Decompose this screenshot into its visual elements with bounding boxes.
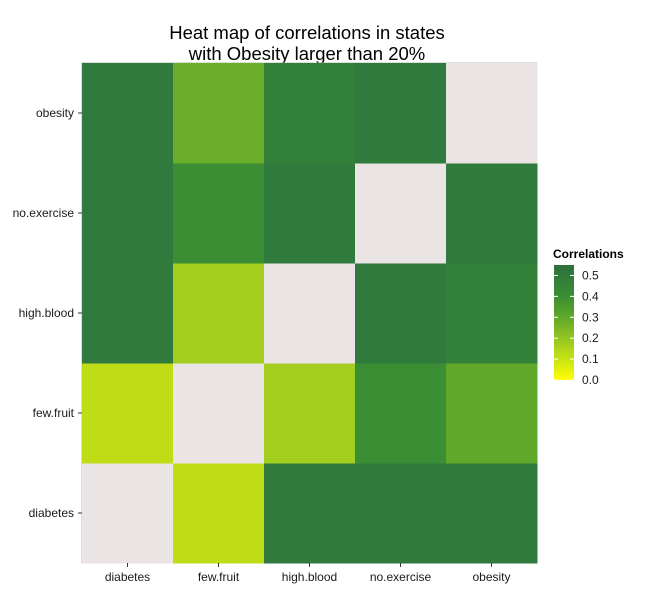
heatmap-cell-obesity-few.fruit: [173, 63, 265, 164]
heatmap-cell-no.exercise-no.exercise: [355, 163, 447, 264]
x-tick-label: no.exercise: [370, 570, 432, 584]
legend-tick-label: 0.1: [582, 352, 599, 366]
heatmap-cell-obesity-high.blood: [264, 63, 356, 164]
heatmap-cell-high.blood-diabetes: [82, 263, 174, 364]
heatmap-cell-no.exercise-obesity: [446, 163, 538, 264]
legend-tick-label: 0.4: [582, 289, 599, 303]
y-tick-label: diabetes: [29, 506, 74, 520]
chart-title-line-2: with Obesity larger than 20%: [188, 43, 426, 64]
heatmap-cell-high.blood-few.fruit: [173, 263, 265, 364]
x-tick-label: few.fruit: [198, 570, 240, 584]
heatmap-cells: [82, 63, 538, 564]
x-tick-label: obesity: [472, 570, 510, 584]
heatmap-cell-diabetes-no.exercise: [355, 463, 447, 564]
heatmap-cell-obesity-obesity: [446, 63, 538, 164]
x-tick-label: high.blood: [282, 570, 337, 584]
legend-tick-label: 0.2: [582, 331, 599, 345]
legend-tick-label: 0.5: [582, 268, 599, 282]
y-tick-label: no.exercise: [13, 206, 75, 220]
legend-ticks: 0.5 0.4 0.3 0.2 0.1 0.0: [554, 268, 599, 387]
heatmap-cell-few.fruit-obesity: [446, 363, 538, 464]
heatmap-cell-obesity-no.exercise: [355, 63, 447, 164]
x-axis: diabetes few.fruit high.blood no.exercise ob…: [105, 563, 511, 584]
heatmap-cell-diabetes-high.blood: [264, 463, 356, 564]
y-tick-label: few.fruit: [33, 406, 75, 420]
chart-title-line-1: Heat map of correlations in states: [169, 22, 445, 43]
y-axis: diabetes few.fruit high.blood no.exercise ob…: [13, 106, 82, 520]
plot-panel: [81, 62, 538, 564]
heatmap-cell-few.fruit-diabetes: [82, 363, 174, 464]
heatmap-cell-few.fruit-no.exercise: [355, 363, 447, 464]
x-tick-label: diabetes: [105, 570, 150, 584]
heatmap-cell-no.exercise-few.fruit: [173, 163, 265, 264]
heatmap-cell-high.blood-obesity: [446, 263, 538, 364]
legend: Correlations 0.5 0.4 0.3 0.2 0.1 0.0: [553, 247, 624, 387]
heatmap-cell-obesity-diabetes: [82, 63, 174, 164]
y-tick-label: high.blood: [19, 306, 74, 320]
legend-colorbar: [554, 265, 574, 380]
legend-tick-label: 0.0: [582, 373, 599, 387]
heatmap-cell-diabetes-obesity: [446, 463, 538, 564]
heatmap-cell-few.fruit-few.fruit: [173, 363, 265, 464]
heatmap-cell-high.blood-no.exercise: [355, 263, 447, 364]
heatmap-cell-diabetes-diabetes: [82, 463, 174, 564]
heatmap-cell-diabetes-few.fruit: [173, 463, 265, 564]
legend-title: Correlations: [553, 247, 624, 261]
heatmap-cell-high.blood-high.blood: [264, 263, 356, 364]
heatmap-cell-no.exercise-high.blood: [264, 163, 356, 264]
heatmap-cell-few.fruit-high.blood: [264, 363, 356, 464]
y-tick-label: obesity: [36, 106, 74, 120]
heatmap-cell-no.exercise-diabetes: [82, 163, 174, 264]
legend-tick-label: 0.3: [582, 310, 599, 324]
